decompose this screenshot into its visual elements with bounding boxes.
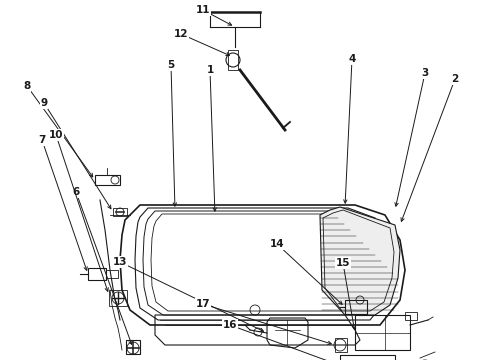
Text: 9: 9 (41, 98, 48, 108)
Text: 16: 16 (223, 320, 237, 330)
Text: 12: 12 (174, 29, 188, 39)
Bar (345, 300, 367, 314)
Text: 5: 5 (168, 60, 174, 70)
Bar (106, 270, 118, 278)
Bar (355, 315, 410, 350)
Bar (109, 290, 127, 306)
Text: 6: 6 (73, 187, 79, 197)
Text: 1: 1 (206, 65, 214, 75)
Text: 8: 8 (24, 81, 30, 91)
Text: 2: 2 (451, 74, 459, 84)
Bar (340, 355, 395, 360)
Text: 13: 13 (113, 257, 127, 267)
Bar (228, 50, 238, 70)
Text: 3: 3 (421, 68, 429, 78)
Text: 15: 15 (336, 258, 350, 268)
Text: 10: 10 (49, 130, 63, 140)
Text: 4: 4 (348, 54, 356, 64)
Bar (335, 338, 347, 352)
Polygon shape (320, 207, 400, 315)
Text: 11: 11 (196, 5, 210, 15)
Text: 17: 17 (196, 299, 210, 309)
Bar (405, 312, 417, 320)
Text: 7: 7 (38, 135, 46, 145)
Bar (113, 208, 127, 216)
Bar (126, 340, 140, 354)
Text: 14: 14 (270, 239, 284, 249)
Bar (88, 268, 106, 280)
